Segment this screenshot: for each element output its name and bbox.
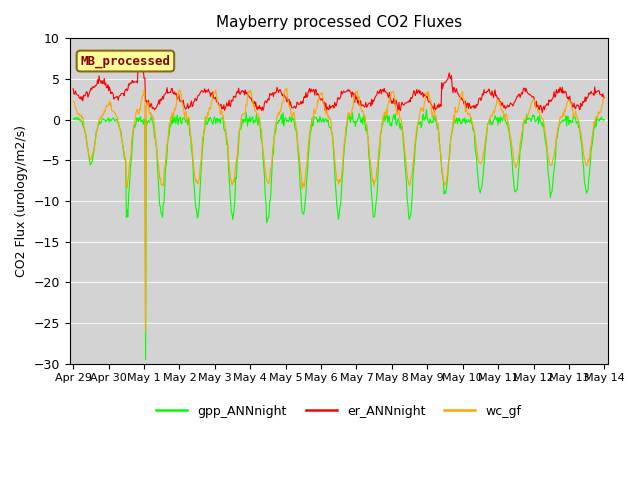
Title: Mayberry processed CO2 Fluxes: Mayberry processed CO2 Fluxes xyxy=(216,15,462,30)
Text: MB_processed: MB_processed xyxy=(81,54,170,68)
Y-axis label: CO2 Flux (urology/m2/s): CO2 Flux (urology/m2/s) xyxy=(15,125,28,277)
Legend: gpp_ANNnight, er_ANNnight, wc_gf: gpp_ANNnight, er_ANNnight, wc_gf xyxy=(151,400,526,422)
